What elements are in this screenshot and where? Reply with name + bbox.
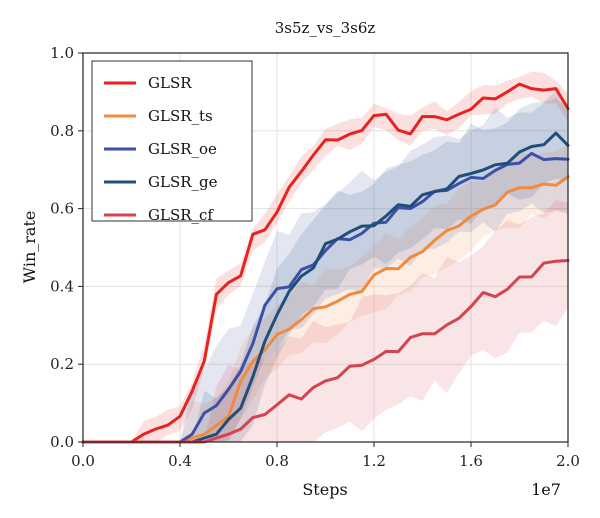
legend-label: GLSR_ts — [148, 107, 213, 125]
plot-frame — [82, 52, 569, 443]
band-glsr-ge — [83, 90, 568, 442]
y-tick-label: 0.0 — [50, 433, 74, 451]
x-axis-ticks: 0.0 0.4 0.8 1.2 1.6 2.0 — [71, 442, 580, 470]
x-tick-label: 1.2 — [362, 452, 386, 470]
x-tick-label: 0.0 — [71, 452, 95, 470]
band-glsr-oe — [83, 98, 568, 442]
x-axis-label: Steps — [302, 480, 347, 499]
band-glsr-cf — [83, 199, 568, 442]
y-tick-label: 1.0 — [50, 44, 74, 62]
y-tick-label: 0.4 — [50, 277, 74, 295]
x-tick-label: 1.6 — [459, 452, 483, 470]
confidence-bands — [83, 71, 568, 443]
y-tick-label: 0.6 — [50, 200, 74, 218]
x-tick-label: 2.0 — [556, 452, 580, 470]
legend-label: GLSR_ge — [148, 173, 218, 191]
x-axis-scale-label: 1e7 — [531, 480, 561, 499]
y-tick-label: 0.8 — [50, 122, 74, 140]
band-glsr — [83, 71, 568, 442]
x-tick-label: 0.8 — [265, 452, 289, 470]
x-tick-label: 0.4 — [168, 452, 192, 470]
legend-label: GLSR_cf — [148, 206, 214, 224]
y-axis-label: Win_rate — [20, 211, 39, 284]
line-glsr — [81, 82, 570, 444]
legend-label: GLSR_oe — [148, 140, 217, 158]
band-glsr-ts — [83, 144, 568, 443]
chart-title: 3s5z_vs_3s6z — [275, 19, 376, 37]
y-tick-label: 0.2 — [50, 355, 74, 373]
legend-label: GLSR — [148, 74, 192, 92]
legend: GLSR GLSR_ts GLSR_oe GLSR_ge GLSR_cf — [91, 60, 253, 224]
y-axis-ticks: 0.0 0.2 0.4 0.6 0.8 1.0 — [50, 44, 83, 451]
legend-box — [91, 60, 253, 222]
